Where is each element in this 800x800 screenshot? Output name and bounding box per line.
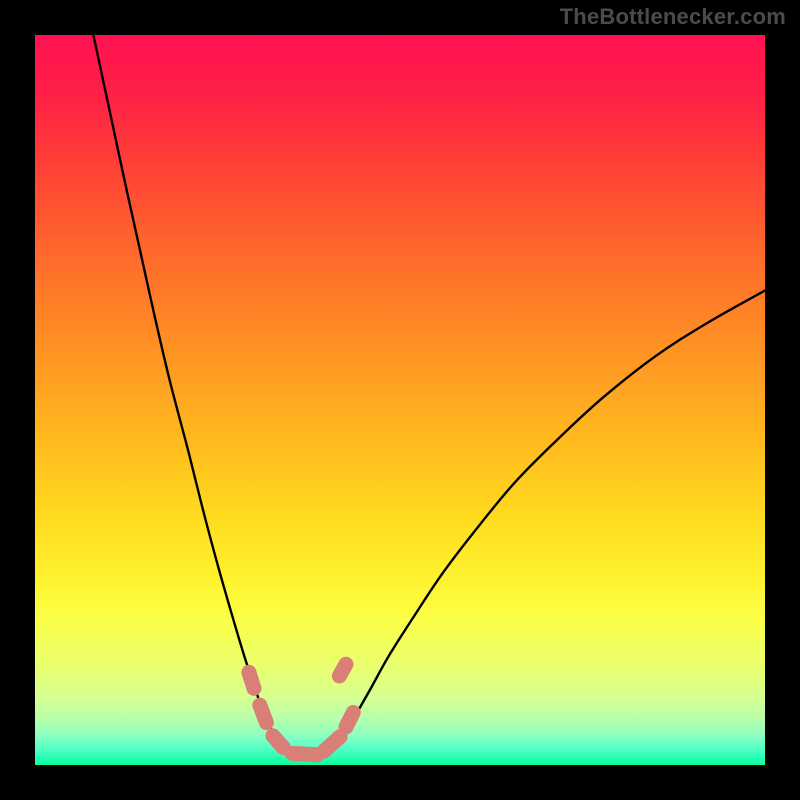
watermark-text: TheBottlenecker.com <box>560 4 786 30</box>
valley-marker-1 <box>260 705 267 723</box>
figure-root: TheBottlenecker.com <box>0 0 800 800</box>
gradient-background <box>35 35 765 765</box>
valley-marker-3 <box>292 753 318 754</box>
valley-marker-5 <box>346 712 353 727</box>
valley-marker-6 <box>339 664 346 676</box>
valley-marker-0 <box>249 672 254 688</box>
valley-marker-2 <box>273 736 283 748</box>
bottleneck-chart <box>0 0 800 800</box>
